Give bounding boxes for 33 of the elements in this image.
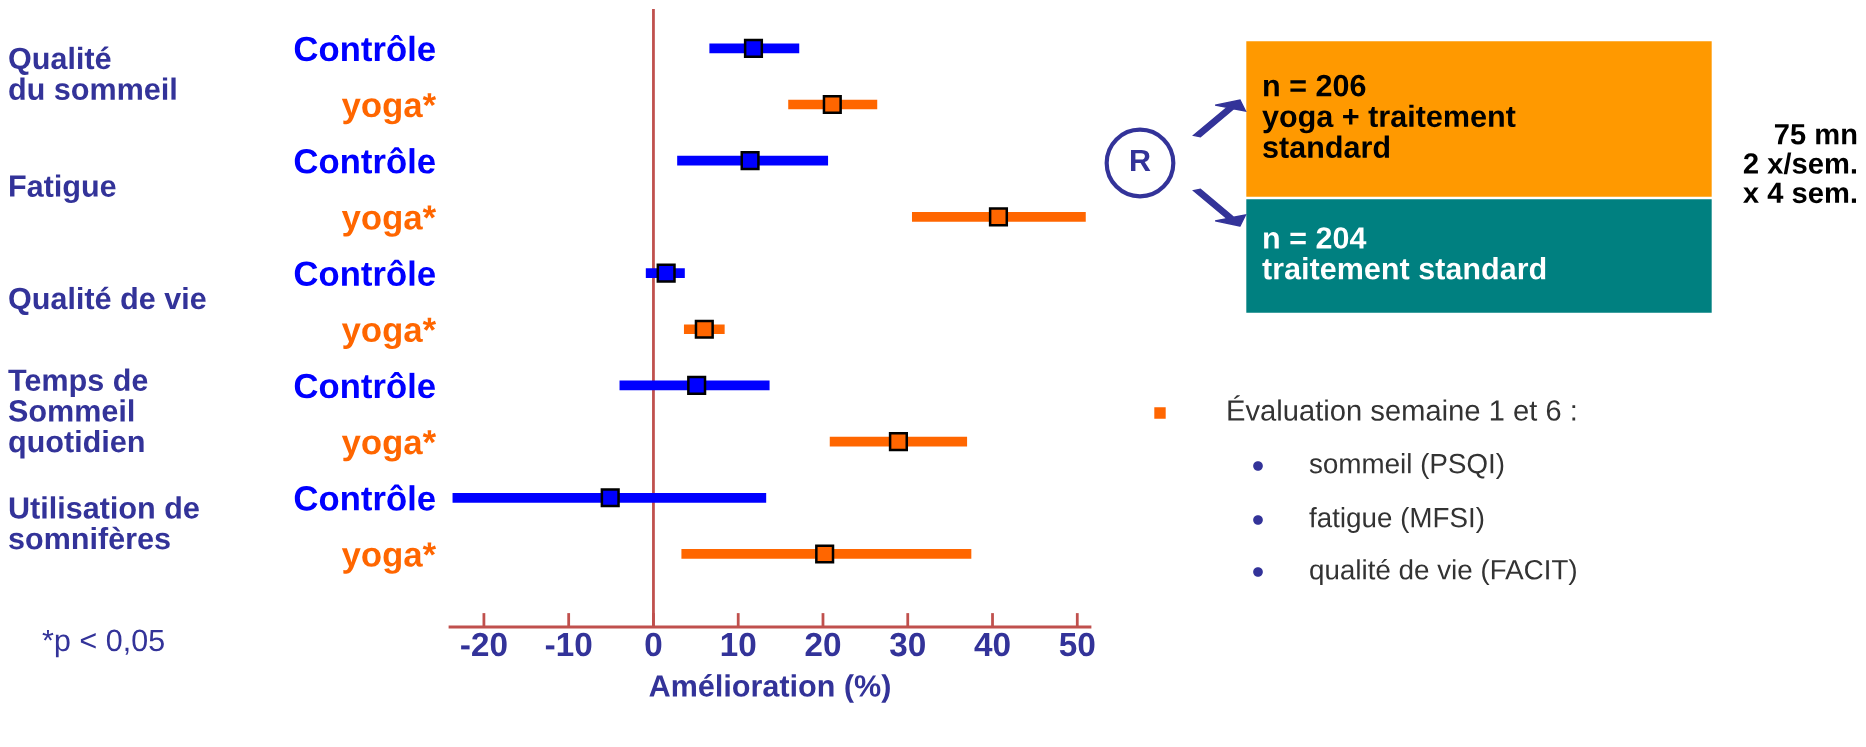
x-tick-label: -20 xyxy=(461,632,507,657)
text: Qualité de vie xyxy=(9,286,206,316)
y-tick-label: Contrôle xyxy=(294,259,435,286)
x-tick-label: 30 xyxy=(889,632,925,657)
text: qualité de vie (FACIT) xyxy=(1310,558,1576,586)
text: R xyxy=(1131,149,1151,171)
text: Temps de Sommeil quotidien xyxy=(8,368,148,459)
text: Fatigue xyxy=(10,174,116,204)
text: n = 206 yoga + traitement standard xyxy=(1262,74,1516,158)
y-tick-label: Contrôle xyxy=(294,147,435,174)
x-axis-title: Amélioration (%) xyxy=(649,674,890,703)
y-tick-label: yoga* xyxy=(341,430,437,462)
y-tick-label: Contrôle xyxy=(294,34,435,62)
x-tick-label: 10 xyxy=(721,632,756,657)
x-tick-label: 50 xyxy=(1059,632,1095,657)
y-tick-label: Contrôle xyxy=(294,372,435,399)
y-tick-label: yoga* xyxy=(341,542,437,574)
text: Utilisation de somnifères xyxy=(9,496,199,550)
x-tick-label: -10 xyxy=(545,632,592,657)
x-tick-label: 40 xyxy=(974,632,1010,657)
x-tick-label: 0 xyxy=(645,632,662,657)
y-tick-label: yoga* xyxy=(341,205,437,237)
text: 75 mn 2 x/sem. x 4 sem. xyxy=(1743,124,1857,204)
text: Qualité du sommeil xyxy=(9,46,176,100)
text: fatigue (MFSI) xyxy=(1309,507,1484,533)
y-tick-label: Contrôle xyxy=(294,484,435,511)
x-tick-label: 20 xyxy=(805,632,841,657)
y-tick-label: yoga* xyxy=(341,93,437,125)
text: *p < 0,05 xyxy=(42,629,164,658)
y-tick-label: yoga* xyxy=(341,317,437,350)
text: sommeil (PSQI) xyxy=(1309,453,1504,479)
text: Évaluation semaine 1 et 6 : xyxy=(1228,395,1576,421)
text: n = 204 traitement standard xyxy=(1262,227,1546,280)
